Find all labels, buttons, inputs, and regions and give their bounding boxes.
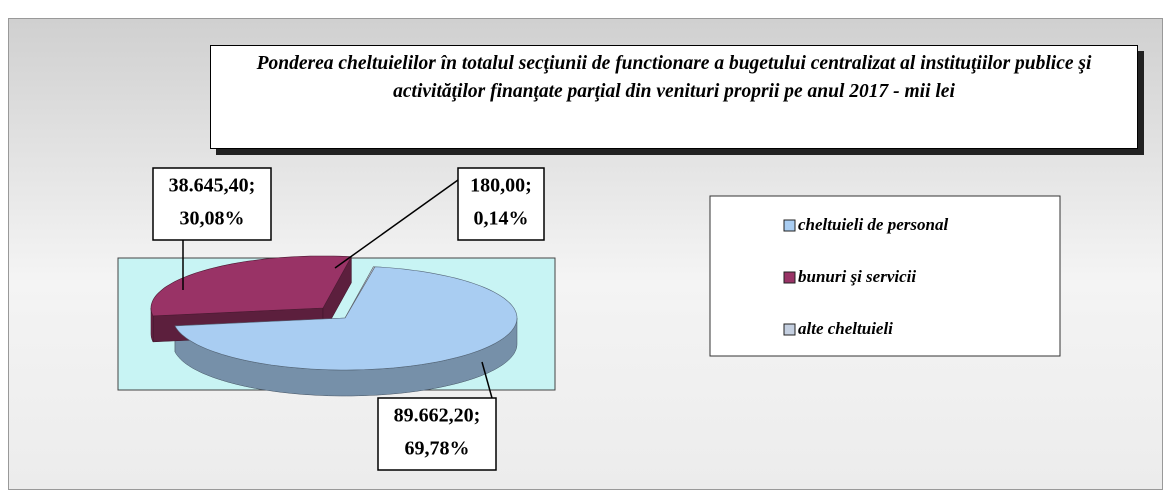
data-label: 0,14% <box>474 208 529 230</box>
legend-label: bunuri şi servicii <box>798 267 916 286</box>
data-label-box <box>457 167 545 241</box>
data-label: 89.662,20; <box>394 405 481 427</box>
legend-swatch <box>783 219 796 232</box>
slice <box>174 266 518 371</box>
data-label: 30,08% <box>180 208 245 230</box>
leader-line <box>481 361 493 399</box>
leader-line <box>334 179 459 269</box>
slice <box>150 255 352 317</box>
data-label-box <box>152 167 272 241</box>
data-label: 38.645,40; <box>169 175 256 197</box>
data-label: 69,78% <box>405 438 470 460</box>
legend-swatch <box>783 271 796 284</box>
legend-label: alte cheltuieli <box>798 319 893 338</box>
slice <box>344 266 376 319</box>
legend <box>709 195 1061 357</box>
data-label: 180,00; <box>470 175 532 197</box>
chart-title: Ponderea cheltuielilor în totalul secţiu… <box>210 45 1138 149</box>
data-label-box <box>377 397 497 471</box>
legend-label: cheltuieli de personal <box>798 215 948 234</box>
legend-swatch <box>783 323 796 336</box>
